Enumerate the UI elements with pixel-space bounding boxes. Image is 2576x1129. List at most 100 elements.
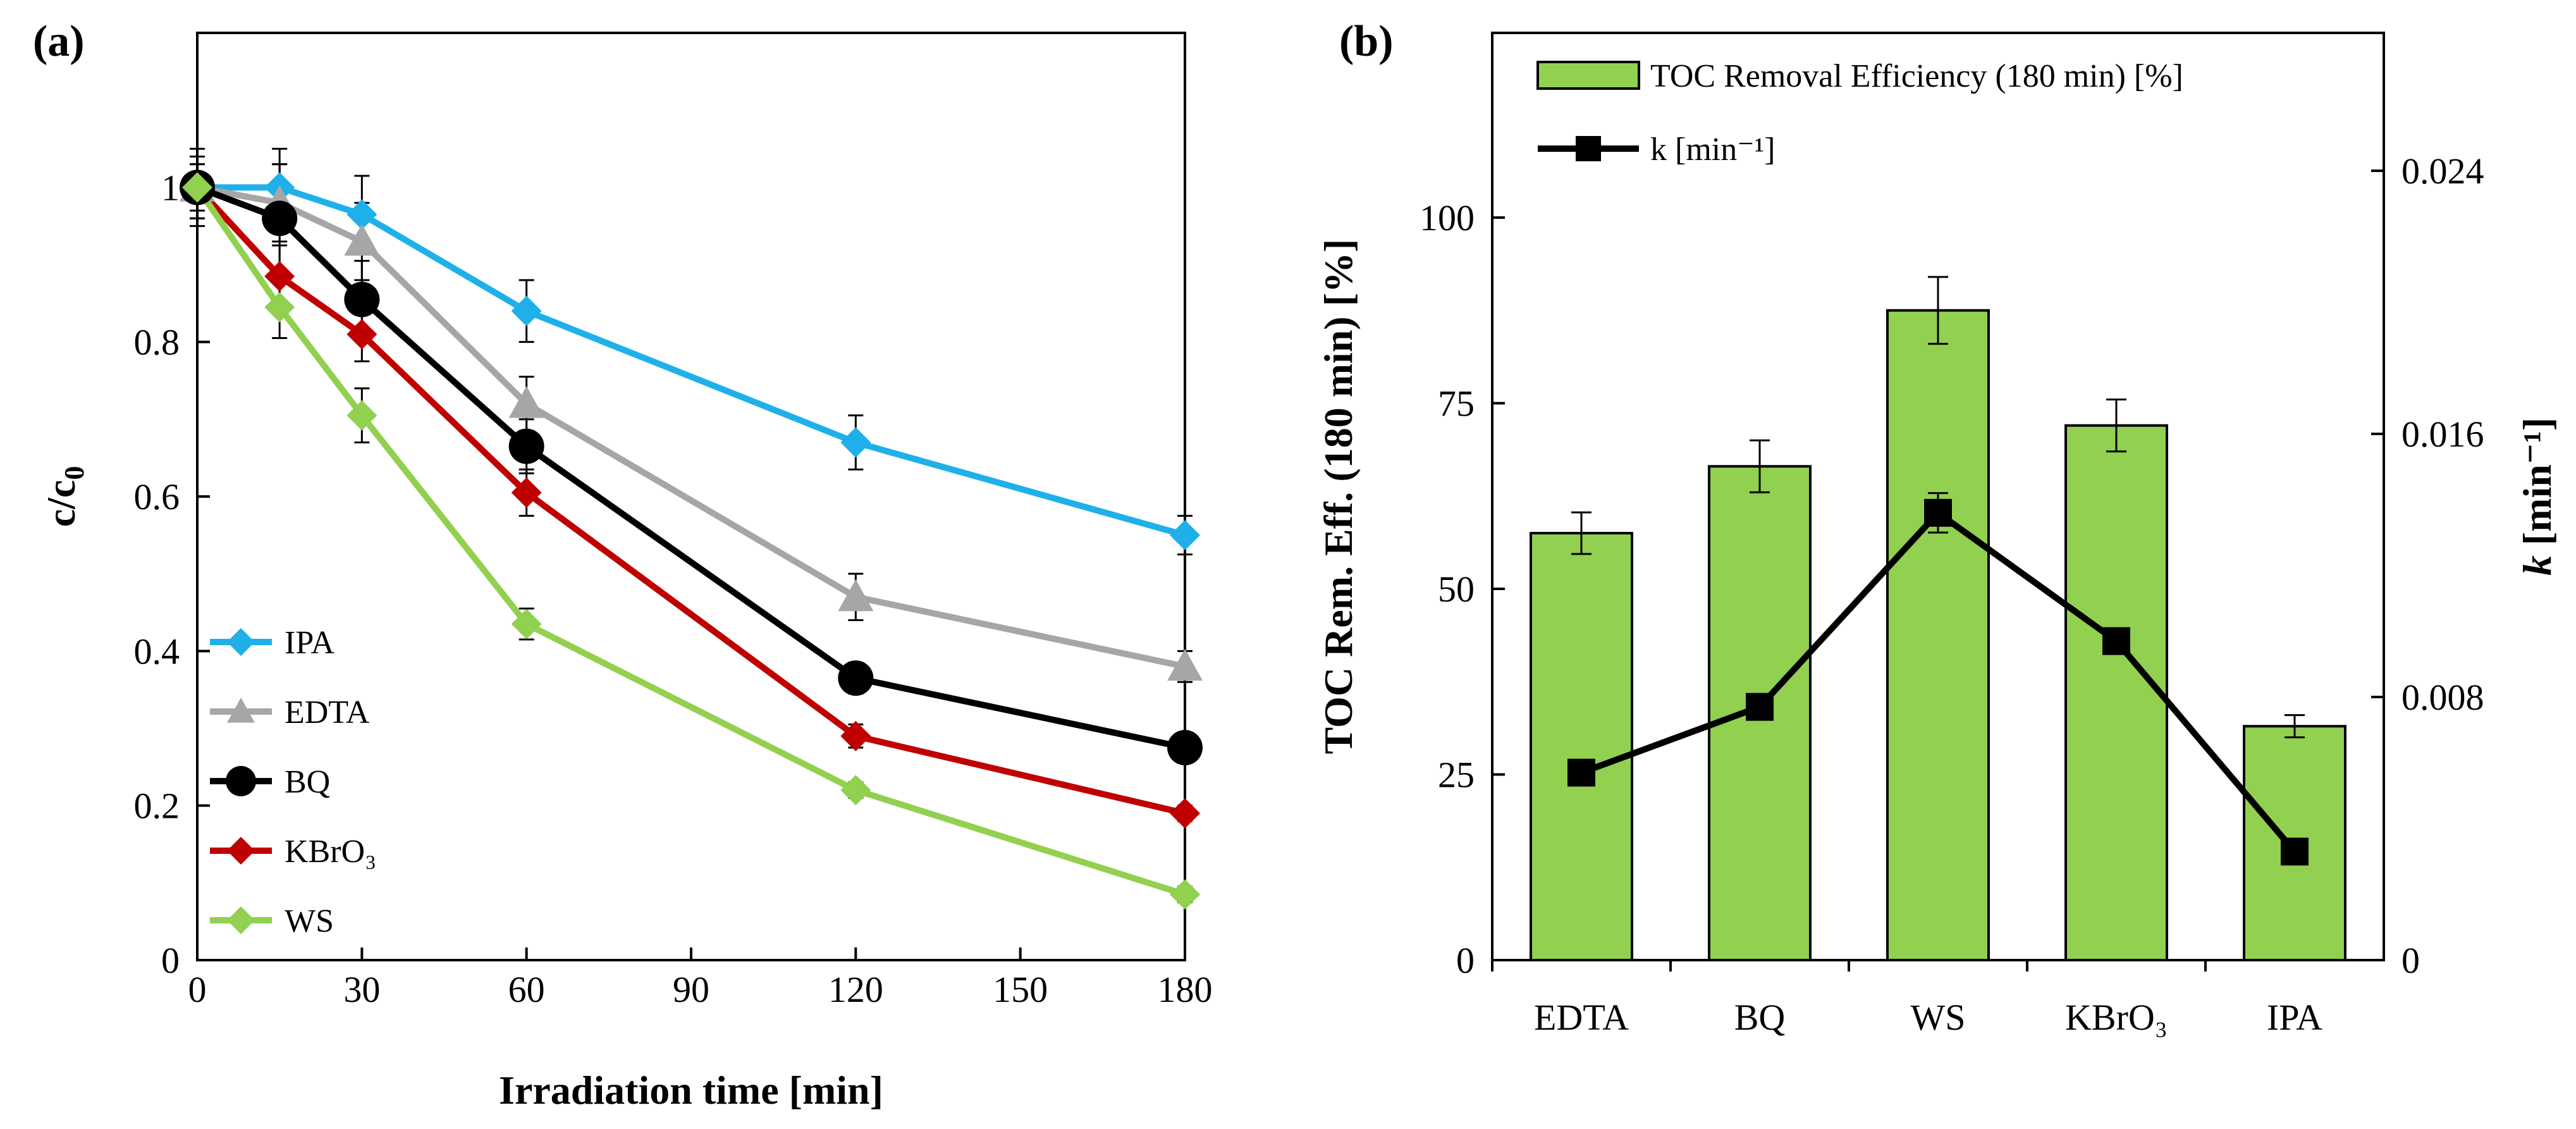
data-point-edta [1167, 648, 1203, 681]
data-point-bq [1167, 730, 1203, 766]
series-line-edta [197, 184, 1186, 670]
k-data-point [2102, 627, 2130, 655]
bar-ws [1886, 309, 1990, 961]
bar-kbro3 [2064, 424, 2168, 961]
k-data-point [1567, 758, 1595, 787]
legend-label-ipa: IPA [285, 625, 334, 661]
data-point-ws [347, 400, 377, 431]
data-point-edta [344, 223, 380, 256]
panel-b-y2-axis-title-unit: [min⁻¹] [2515, 417, 2560, 555]
data-point-bq [262, 201, 298, 237]
panel-b-ticks: 0 25 50 75 100 0 0.008 0.016 0.024 EDTA BQ WS KBrO₃ I… [1420, 151, 2484, 1038]
legend-label-ws: WS [285, 903, 334, 939]
panel-b-legend: TOC Removal Efficiency (180 min) [%] k [m… [1536, 58, 2183, 168]
data-point-edta [838, 579, 874, 612]
legend-item-ipa: IPA [210, 625, 334, 661]
bar-error-bar [1571, 511, 1592, 555]
panel-b-y-tick-label: 0 [1456, 940, 1475, 981]
panel-a-y-axis-title: c/c0 [39, 466, 90, 527]
panel-a-legend: IPA EDTA BQ KBrO₃ WS [210, 625, 376, 939]
panel-a-y-tick-label: 0.2 [134, 786, 180, 827]
legend-swatch-toc [1536, 61, 1640, 90]
data-point-ws [182, 172, 212, 203]
panel-a-x-tick-label: 0 [188, 969, 207, 1010]
panel-b-bars [1530, 309, 2346, 961]
k-data-point [2281, 837, 2309, 866]
legend-item-kbro3: KBrO₃ [210, 834, 376, 870]
panel-a-y-tick-label: 0.8 [134, 322, 180, 363]
legend-swatch-marker-kbro3 [227, 837, 255, 865]
panel-a-x-tick-label: 150 [993, 969, 1048, 1010]
data-point-kbro3 [264, 261, 295, 292]
panel-a-y-tick-label: 0 [161, 940, 180, 981]
panel-a-x-tick-label: 180 [1158, 969, 1213, 1010]
legend-item-ws: WS [210, 903, 334, 939]
legend-label-toc: TOC Removal Efficiency (180 min) [%] [1650, 58, 2183, 94]
data-point-ipa [347, 199, 377, 230]
bar-error-bar [1928, 276, 1948, 345]
panel-a-y-tick-label: 0.4 [134, 631, 180, 672]
panel-a-error-bars [190, 147, 1193, 903]
panel-a-y-tick-label: 0.6 [134, 476, 180, 517]
legend-item-bq: BQ [210, 764, 330, 800]
k-data-point [1924, 498, 1952, 527]
panel-b-label: (b) [1339, 17, 1394, 66]
panel-b-y2-tick-label: 0.008 [2401, 677, 2484, 718]
panel-a-markers [180, 170, 1203, 910]
data-point-bq [508, 428, 544, 464]
panel-a: (a) 0 0.2 0.4 0.6 0.8 1 0 30 60 90 120 150 180 Irrad… [33, 17, 1213, 1113]
legend-label-kbro3: KBrO₃ [285, 834, 376, 870]
data-point-kbro3 [511, 477, 542, 508]
data-point-edta [508, 386, 544, 418]
series-line-ws [194, 185, 1186, 898]
panel-b-y-tick-label: 25 [1438, 755, 1475, 796]
legend-swatch-marker-ws [227, 906, 255, 934]
bar-error-bar [1750, 439, 1770, 493]
panel-a-x-tick-label: 60 [508, 969, 545, 1010]
panel-b-x-tick-label: WS [1911, 997, 1966, 1038]
data-point-kbro3 [1170, 798, 1200, 829]
data-point-bq [838, 660, 874, 696]
panel-b-y2-tick-label: 0 [2401, 940, 2420, 981]
panel-b-x-tick-label: KBrO₃ [2065, 997, 2168, 1038]
panel-b-y-tick-label: 100 [1420, 197, 1475, 238]
panel-a-x-axis-title: Irradiation time [min] [499, 1068, 883, 1113]
legend-swatch-marker-k [1576, 136, 1601, 161]
panel-a-x-tick-label: 120 [828, 969, 883, 1010]
panel-b-x-tick-label: EDTA [1534, 997, 1629, 1038]
panel-b-y2-tick-label: 0.016 [2401, 414, 2484, 455]
panel-b-bar-error-bars [1571, 276, 2305, 739]
bar-error-bar [2285, 714, 2305, 739]
panel-a-label: (a) [33, 17, 85, 66]
legend-item-edta: EDTA [210, 694, 370, 731]
series-line-ipa [197, 184, 1186, 538]
data-point-ipa [1170, 520, 1200, 551]
k-data-point [1746, 693, 1774, 721]
series-line-bq [196, 184, 1186, 751]
panel-b-y-tick-label: 50 [1438, 569, 1475, 610]
legend-item-k: k [min⁻¹] [1538, 132, 1776, 168]
panel-b-y-axis-title: TOC Rem. Eff. (180 min) [%] [1316, 239, 1361, 755]
data-point-ws [1170, 879, 1200, 910]
data-point-ipa [511, 295, 542, 326]
panel-b-y2-axis-title-main: k [2515, 555, 2560, 576]
data-point-ws [840, 775, 871, 806]
panel-a-y-axis-title-main: c/c [39, 480, 83, 527]
panel-b-x-tick-label: BQ [1734, 997, 1786, 1038]
panel-b-k-markers [1567, 492, 2309, 866]
legend-swatch-marker-ipa [227, 628, 255, 656]
data-point-ipa [840, 427, 871, 458]
bar-error-bar [2106, 398, 2126, 453]
data-point-ws [264, 292, 295, 323]
legend-label-bq: BQ [285, 764, 330, 800]
panel-a-y-axis-title-sub: 0 [59, 466, 90, 480]
panel-b: (b) 0 25 50 75 100 0 0.008 0.016 0.024 EDTA BQ WS KB… [1316, 17, 2560, 1038]
panel-a-x-tick-label: 30 [343, 969, 380, 1010]
series-line-kbro3 [195, 185, 1186, 817]
panel-a-ticks: 0 0.2 0.4 0.6 0.8 1 0 30 60 90 120 150 180 [134, 167, 1213, 1010]
panel-b-y2-axis-title: k [min⁻¹] [2515, 417, 2560, 576]
panel-a-y-tick-label: 1 [161, 167, 180, 208]
panel-a-x-tick-label: 90 [673, 969, 709, 1010]
legend-swatch-marker-bq [226, 766, 256, 796]
data-point-bq [344, 281, 380, 318]
